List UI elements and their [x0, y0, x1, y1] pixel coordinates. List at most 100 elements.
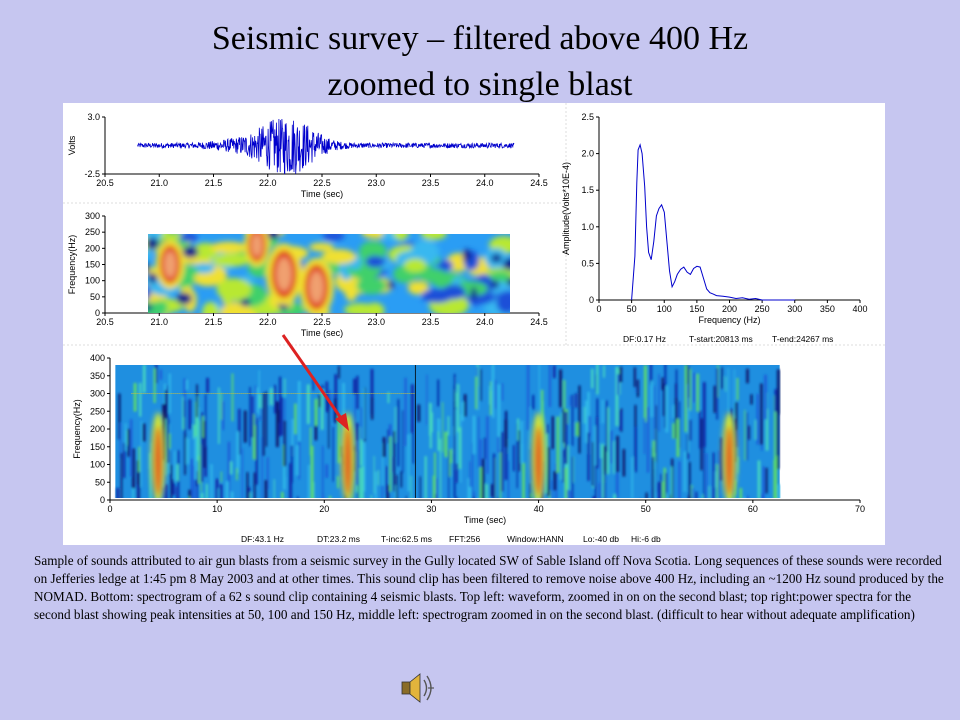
heatmap-streak — [203, 420, 206, 468]
x-tick-label: 50 — [627, 304, 637, 314]
heatmap-streak — [497, 436, 500, 454]
x-tick-label: 23.5 — [422, 317, 440, 327]
heatmap-streak — [698, 500, 699, 545]
heatmap-streak — [563, 380, 566, 448]
y-tick-label: 100 — [90, 460, 105, 470]
heatmap-streak — [688, 366, 690, 409]
heatmap-streak — [472, 496, 475, 498]
heatmap-streak — [362, 441, 366, 492]
heatmap-streak — [571, 456, 574, 498]
heatmap-streak — [140, 420, 142, 488]
heatmap-streak — [700, 418, 703, 471]
heatmap-streaks — [116, 365, 780, 545]
heatmap-streak — [195, 470, 199, 498]
y-tick-label: 3.0 — [87, 112, 100, 122]
heatmap-streak — [456, 392, 458, 408]
y-tick-label: 150 — [85, 260, 100, 270]
heatmap-streak — [489, 390, 492, 416]
speaker-icon[interactable] — [398, 668, 438, 708]
x-tick-label: 21.0 — [150, 178, 168, 188]
heatmap-streak — [497, 496, 499, 498]
heatmap-streak — [578, 385, 581, 454]
heatmap-streak — [182, 396, 185, 430]
heatmap-blob — [265, 234, 280, 240]
x-tick-label: 30 — [426, 504, 436, 514]
y-tick-label: 1.0 — [581, 222, 594, 232]
x-tick-label: 21.0 — [150, 317, 168, 327]
heatmap-streak — [265, 391, 268, 447]
heatmap-streak — [220, 392, 223, 420]
heatmap-streak — [279, 397, 283, 436]
heatmap-streak — [719, 437, 723, 481]
heatmap-streak — [457, 500, 459, 511]
heatmap-streak — [616, 435, 619, 473]
heatmap-streak — [442, 402, 444, 453]
heatmap-streak — [429, 424, 432, 449]
heatmap-streak — [298, 411, 301, 480]
heatmap-streak — [118, 393, 121, 440]
heatmap-streak — [116, 487, 120, 498]
heatmap-background — [115, 365, 780, 498]
heatmap-streak — [377, 470, 380, 486]
x-axis-label: Time (sec) — [301, 328, 343, 338]
heatmap-streak — [231, 499, 233, 545]
heatmap-blob — [434, 275, 447, 288]
heatmap-streak — [718, 495, 721, 498]
heatmap-streak — [412, 425, 414, 464]
heatmap-blob — [437, 260, 454, 271]
heatmap-streak — [176, 464, 179, 481]
heatmap-streak — [430, 412, 433, 433]
heatmap-streak — [494, 379, 497, 409]
heatmap-streak — [591, 368, 594, 389]
heatmap-streak — [453, 435, 456, 498]
heatmap-streak — [467, 478, 471, 498]
y-tick-label: 0 — [589, 295, 594, 305]
heatmap-streak — [660, 473, 662, 498]
heatmap-streak — [672, 423, 675, 439]
heatmap-streak — [297, 381, 301, 442]
y-tick-label: 200 — [90, 424, 105, 434]
heatmap-streak — [615, 472, 619, 498]
y-tick-label: 0 — [100, 495, 105, 505]
heatmap-streak — [559, 369, 563, 408]
heatmap-streak — [689, 368, 692, 411]
heatmap-streak — [353, 378, 357, 394]
heatmap-streak — [356, 375, 359, 409]
heatmap-streak — [449, 448, 453, 464]
heatmap-streak — [757, 460, 761, 498]
heatmap-streak — [765, 409, 769, 451]
heatmap-streak — [594, 425, 597, 486]
y-tick-label: 250 — [90, 406, 105, 416]
heatmap-streak — [360, 427, 363, 466]
heatmap-streak — [564, 411, 568, 465]
x-tick-label: 200 — [722, 304, 737, 314]
heatmap-streak — [282, 466, 286, 490]
heatmap-streak — [655, 405, 657, 464]
heatmap-streak — [391, 456, 395, 473]
heatmap-streak — [688, 419, 692, 441]
heatmap-blob — [420, 234, 447, 240]
heatmap-streak — [124, 423, 127, 451]
x-tick-label: 24.0 — [476, 317, 494, 327]
heatmap-streak — [518, 430, 521, 472]
x-tick-label: 23.5 — [422, 178, 440, 188]
heatmap-streak — [444, 431, 448, 458]
heatmap-streak — [553, 471, 557, 491]
heatmap-streak — [361, 466, 364, 498]
heatmap-streak — [532, 394, 535, 410]
heatmap-streak — [712, 452, 715, 498]
heatmap-streak — [358, 467, 362, 498]
heatmap-streak — [455, 409, 458, 471]
heatmap-streak — [320, 389, 324, 430]
heatmap-streak — [306, 384, 310, 425]
heatmap-streak — [584, 400, 588, 443]
heatmap-streak — [650, 380, 653, 418]
heatmap-streak — [202, 416, 204, 438]
heatmap-streak — [289, 463, 293, 498]
heatmap-streak — [705, 453, 708, 498]
heatmap-streak — [437, 419, 441, 432]
heatmap-streak — [364, 387, 366, 445]
heatmap-streak — [548, 490, 551, 498]
heatmap-hotspot — [163, 251, 177, 278]
heatmap-streak — [175, 486, 177, 498]
